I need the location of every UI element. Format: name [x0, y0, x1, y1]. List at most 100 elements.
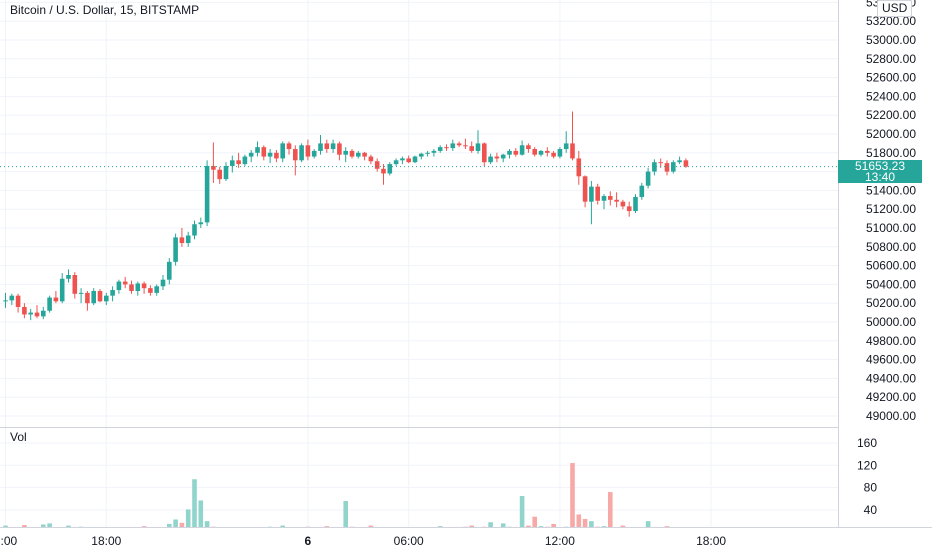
- candle-body: [589, 187, 594, 202]
- candle-body: [224, 166, 229, 179]
- volume-bar: [570, 463, 575, 528]
- candle-body: [280, 143, 285, 158]
- candle-body: [614, 200, 619, 202]
- candle-body: [381, 169, 386, 174]
- candle-body: [419, 154, 424, 157]
- candle-body: [268, 153, 273, 157]
- candle-body: [287, 143, 292, 149]
- price-axis[interactable]: [838, 0, 932, 528]
- candle-body: [249, 153, 254, 157]
- candle-body: [621, 202, 626, 207]
- candle-body: [646, 172, 651, 186]
- candle-body: [400, 158, 405, 160]
- candle-body: [199, 222, 204, 224]
- volume-label: Vol: [10, 430, 27, 444]
- candle-body: [154, 286, 159, 293]
- candle-body: [665, 163, 670, 171]
- candle-body: [425, 153, 430, 154]
- candle-body: [243, 157, 248, 165]
- volume-bar: [199, 500, 204, 528]
- candle-body: [526, 145, 531, 149]
- candle-body: [205, 166, 210, 222]
- candle-body: [438, 147, 443, 151]
- volume-bar: [520, 496, 525, 528]
- pane-divider[interactable]: [0, 427, 838, 428]
- candle-body: [91, 291, 96, 303]
- candle-body: [255, 147, 260, 153]
- candle-body: [558, 149, 563, 157]
- candle-body: [564, 143, 569, 149]
- candle-body: [22, 307, 27, 315]
- currency-label[interactable]: USD: [877, 0, 912, 17]
- candle-body: [658, 162, 663, 163]
- candle-body: [262, 147, 267, 156]
- candle-body: [10, 296, 15, 301]
- candle-body: [627, 206, 632, 211]
- candle-body: [406, 158, 411, 162]
- candle-body: [28, 313, 33, 315]
- candle-body: [369, 157, 374, 162]
- candle-body: [394, 160, 399, 164]
- candle-body: [236, 160, 241, 164]
- candle-body: [192, 224, 197, 235]
- candle-body: [98, 291, 103, 301]
- candle-body: [3, 300, 8, 301]
- candle-body: [217, 170, 222, 179]
- candle-body: [539, 151, 544, 155]
- candle-body: [356, 153, 361, 157]
- last-price-label: 51653.23 13:40: [838, 160, 922, 183]
- candle-body: [532, 149, 537, 155]
- candle-body: [337, 143, 342, 154]
- candle-body: [671, 162, 676, 171]
- candle-body: [684, 160, 689, 166]
- candle-body: [325, 143, 330, 149]
- candle-body: [488, 157, 493, 163]
- volume-bar: [343, 501, 348, 528]
- candle-body: [388, 164, 393, 173]
- candle-body: [570, 143, 575, 158]
- candle-body: [35, 313, 40, 317]
- candle-body: [180, 237, 185, 243]
- candle-body: [545, 151, 550, 153]
- candle-body: [312, 151, 317, 157]
- candle-body: [117, 282, 122, 290]
- volume-bars: [3, 463, 675, 528]
- candle-body: [47, 298, 52, 311]
- candle-body: [640, 186, 645, 197]
- candle-body: [148, 288, 153, 293]
- candle-body: [123, 282, 128, 285]
- volume-bar: [192, 479, 197, 528]
- candle-body: [677, 160, 682, 162]
- candle-body: [507, 151, 512, 155]
- candle-body: [211, 166, 216, 170]
- candle-body: [16, 296, 21, 307]
- candle-body: [469, 146, 474, 151]
- candle-body: [350, 151, 355, 157]
- candle-body: [577, 158, 582, 176]
- candle-body: [79, 293, 84, 294]
- candle-body: [501, 155, 506, 159]
- volume-bar: [577, 514, 582, 528]
- candle-body: [602, 196, 607, 201]
- candle-body: [343, 151, 348, 155]
- candle-body: [633, 197, 638, 211]
- candle-body: [595, 187, 600, 201]
- candle-body: [85, 293, 90, 303]
- candle-body: [306, 145, 311, 156]
- candle-body: [129, 284, 134, 291]
- candle-body: [514, 151, 519, 155]
- candle-body: [299, 145, 304, 160]
- candle-body: [167, 262, 172, 280]
- candle-body: [110, 290, 115, 296]
- time-axis[interactable]: [0, 527, 932, 551]
- candle-body: [104, 296, 109, 302]
- candle-body: [54, 298, 59, 302]
- candle-body: [60, 279, 65, 302]
- candle-body: [318, 143, 323, 151]
- candle-body: [583, 176, 588, 201]
- volume-bar: [186, 509, 191, 528]
- volume-bar: [608, 492, 613, 528]
- candle-body: [331, 143, 336, 149]
- candle-body: [482, 143, 487, 162]
